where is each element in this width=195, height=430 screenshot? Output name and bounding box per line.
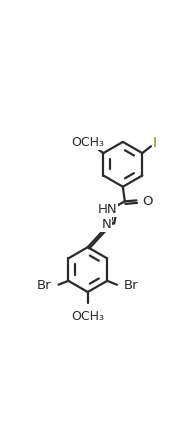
Text: Br: Br	[124, 279, 138, 292]
Text: OCH₃: OCH₃	[71, 136, 104, 149]
Text: Br: Br	[37, 279, 52, 292]
Text: N: N	[101, 218, 111, 231]
Text: I: I	[153, 136, 157, 150]
Text: O: O	[142, 195, 153, 208]
Text: HN: HN	[98, 203, 117, 216]
Text: OCH₃: OCH₃	[71, 310, 104, 322]
